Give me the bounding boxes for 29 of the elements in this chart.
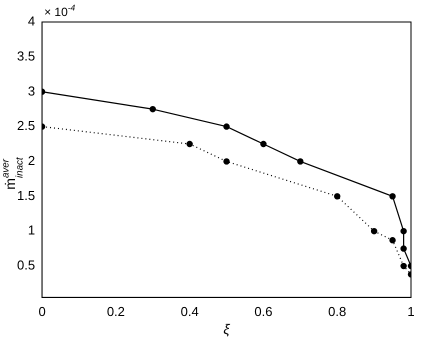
- y-tick-label: 2.5: [16, 118, 36, 134]
- point: [389, 193, 396, 200]
- x-tick-label: 1: [407, 304, 415, 319]
- point: [400, 262, 407, 270]
- x-tick-label: 0.6: [254, 304, 272, 319]
- point: [334, 193, 340, 200]
- point: [389, 237, 396, 244]
- y-tick-label: 3: [28, 83, 36, 98]
- y-axis-title: ṁaverinact: [0, 156, 26, 190]
- y-tick-label: 3.5: [16, 48, 36, 64]
- point: [186, 140, 193, 148]
- x-tick-label: 0.4: [180, 304, 199, 319]
- point: [370, 228, 378, 234]
- y-tick-label: 1: [28, 222, 36, 238]
- point: [400, 245, 407, 252]
- y-tick-label: 2: [28, 153, 36, 168]
- point: [223, 123, 230, 130]
- point: [150, 106, 156, 112]
- x-tick-label: 0.8: [328, 304, 346, 319]
- point: [400, 228, 407, 234]
- point: [260, 140, 267, 148]
- y-tick-label: 4: [28, 14, 36, 29]
- y-tick-label: 1.5: [16, 188, 36, 203]
- x-tick-label: 0.2: [106, 304, 125, 319]
- point: [297, 158, 304, 165]
- x-axis-title: ξ: [223, 321, 230, 337]
- y-tick-label: 0.5: [16, 258, 36, 273]
- point: [223, 158, 230, 165]
- x-tick-label: 0: [38, 304, 46, 319]
